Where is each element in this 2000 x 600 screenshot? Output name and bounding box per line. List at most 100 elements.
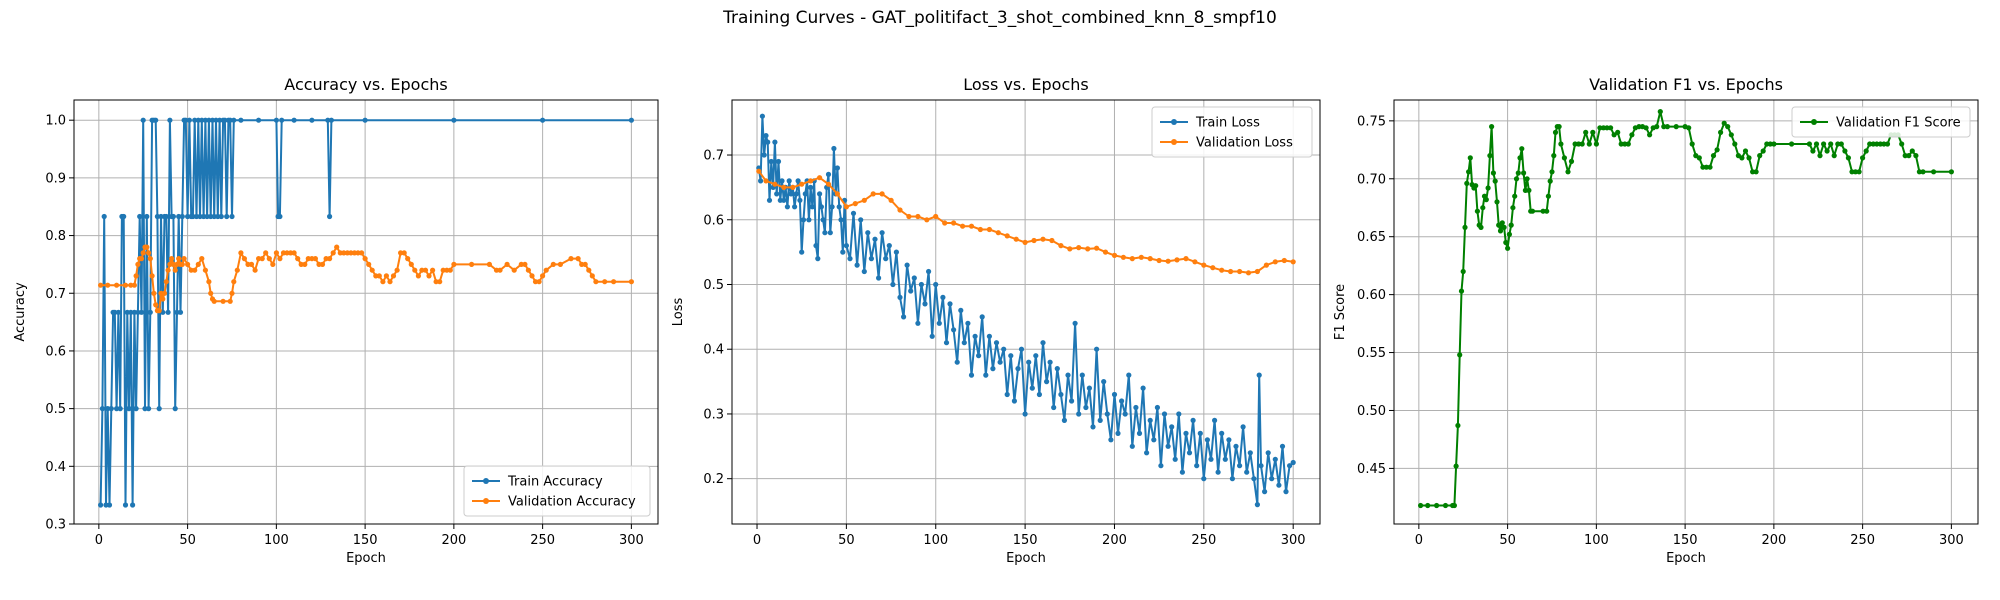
data-point xyxy=(227,298,233,304)
legend-marker xyxy=(483,498,489,504)
data-point xyxy=(1120,254,1126,260)
data-point xyxy=(259,256,265,262)
data-point xyxy=(1462,224,1468,230)
data-point xyxy=(1838,141,1844,147)
data-point xyxy=(1101,379,1107,385)
data-point xyxy=(876,275,882,281)
data-point xyxy=(1492,178,1498,184)
data-point xyxy=(993,340,1000,346)
data-point xyxy=(1265,450,1271,456)
data-point xyxy=(170,213,176,220)
data-point xyxy=(1544,208,1550,214)
data-point xyxy=(1076,245,1082,251)
data-point xyxy=(133,406,139,412)
data-point xyxy=(995,230,1001,236)
y-tick-label: 0.5 xyxy=(45,402,66,417)
data-point xyxy=(1457,352,1463,358)
y-tick-label: 0.7 xyxy=(45,287,66,302)
data-point xyxy=(1466,169,1472,175)
data-point xyxy=(997,359,1003,365)
data-point xyxy=(199,256,205,262)
data-point xyxy=(422,267,429,273)
chart-0-legend: Train Accuracy Validation Accuracy xyxy=(463,465,651,517)
chart-2-legend: Validation F1 Score xyxy=(1791,106,1971,138)
data-point xyxy=(1233,443,1239,449)
chart-0-series-0 xyxy=(98,117,635,508)
data-point xyxy=(1044,379,1050,385)
data-point xyxy=(1172,456,1178,462)
data-point xyxy=(1881,141,1887,147)
data-point xyxy=(1033,353,1039,359)
data-point xyxy=(126,406,132,412)
data-point xyxy=(1746,155,1752,161)
data-point xyxy=(1707,164,1713,170)
data-point xyxy=(1263,262,1269,268)
data-point xyxy=(1156,257,1162,264)
data-point xyxy=(1228,268,1234,275)
data-point xyxy=(186,117,192,123)
data-point xyxy=(1593,141,1599,147)
data-point xyxy=(1884,141,1891,147)
x-tick-label: 50 xyxy=(838,533,855,548)
data-point xyxy=(1845,155,1851,161)
data-point xyxy=(1126,372,1132,378)
data-point xyxy=(1212,417,1218,423)
data-point xyxy=(135,261,141,267)
data-point xyxy=(192,117,198,123)
data-point xyxy=(1480,205,1486,211)
data-point xyxy=(1174,257,1180,263)
data-point xyxy=(1161,411,1168,417)
data-point xyxy=(1696,155,1702,161)
data-point xyxy=(977,226,984,233)
data-point xyxy=(1686,125,1692,131)
data-point xyxy=(1489,124,1495,130)
data-point xyxy=(176,213,182,220)
data-point xyxy=(1604,125,1610,131)
data-point xyxy=(1643,125,1649,131)
data-point xyxy=(843,204,850,210)
data-point xyxy=(163,279,169,285)
data-point xyxy=(1874,141,1880,147)
data-point xyxy=(1920,169,1926,175)
data-point xyxy=(1948,169,1954,175)
data-point xyxy=(1058,391,1064,398)
data-point xyxy=(440,267,446,273)
data-point xyxy=(1725,124,1731,130)
data-point xyxy=(206,117,212,123)
data-point xyxy=(122,502,129,508)
data-point xyxy=(156,406,162,412)
data-point xyxy=(818,204,825,210)
data-point xyxy=(319,261,326,267)
data-point xyxy=(108,406,114,412)
data-point xyxy=(302,261,308,267)
data-point xyxy=(1568,158,1575,164)
data-point xyxy=(890,281,896,288)
data-point xyxy=(211,298,217,304)
data-point xyxy=(1629,132,1635,138)
data-point xyxy=(1290,459,1296,466)
data-point xyxy=(1237,463,1243,469)
data-point xyxy=(405,256,411,262)
data-point xyxy=(1179,469,1185,475)
data-point xyxy=(130,502,136,508)
data-point xyxy=(1760,148,1766,154)
data-point xyxy=(1710,153,1717,159)
data-point xyxy=(1102,249,1109,255)
data-point xyxy=(486,261,492,267)
data-point xyxy=(1586,141,1592,147)
y-tick-label: 0.70 xyxy=(1357,172,1386,187)
data-point xyxy=(1254,268,1260,275)
data-point xyxy=(1158,463,1164,469)
data-point xyxy=(1512,193,1518,199)
data-point xyxy=(522,261,528,267)
legend-label: Validation Accuracy xyxy=(508,495,636,510)
data-point xyxy=(1276,482,1282,488)
data-point xyxy=(1108,437,1114,443)
data-point xyxy=(1721,120,1727,126)
data-point xyxy=(1136,430,1143,436)
data-point xyxy=(1094,346,1100,352)
data-point xyxy=(759,113,766,119)
data-point xyxy=(231,279,237,285)
